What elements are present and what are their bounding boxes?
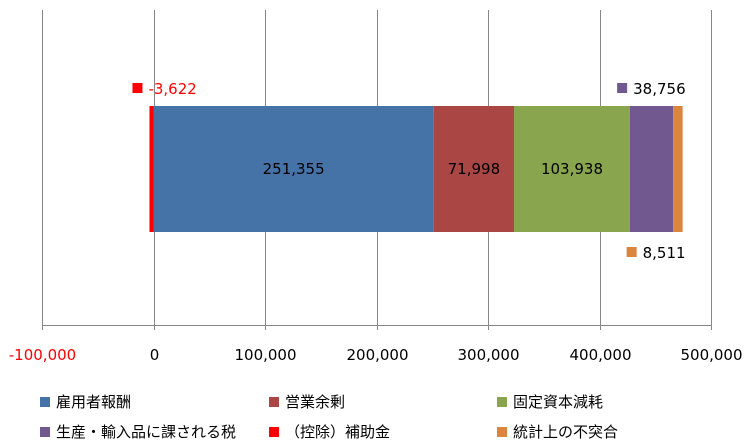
legend-item: （控除）補助金 — [269, 421, 390, 442]
legend-label: 固定資本減耗 — [513, 393, 604, 411]
x-tick-label: 400,000 — [569, 346, 631, 364]
legend-swatch — [497, 396, 507, 407]
bar-segment — [433, 106, 515, 232]
legend-item: 生産・輸入品に課される税 — [40, 421, 236, 442]
callout-swatch — [617, 83, 628, 93]
legend-item: 営業余剰 — [269, 391, 345, 412]
legend-swatch — [40, 396, 50, 407]
callout-swatch — [132, 83, 143, 93]
data-label: 71,998 — [448, 160, 501, 178]
x-axis: -100,000 0 100,000 200,000 300,000 400,000 500… — [9, 325, 743, 364]
legend-item: 統計上の不突合 — [497, 421, 618, 442]
data-labels: 251,355 71,998 103,938 38,756 -3,622 8,511 — [132, 80, 686, 262]
x-tick-label: 300,000 — [457, 346, 519, 364]
bar-segment — [153, 106, 434, 232]
legend-item: 固定資本減耗 — [497, 391, 603, 412]
x-tick-label: 100,000 — [234, 346, 296, 364]
bar-segment — [514, 106, 630, 232]
legend-label: 雇用者報酬 — [56, 393, 132, 411]
x-tick-label: 500,000 — [680, 346, 742, 364]
legend-label: （控除）補助金 — [285, 423, 391, 441]
data-label: 103,938 — [541, 160, 603, 178]
legend-swatch — [269, 426, 279, 437]
legend-swatch — [40, 426, 50, 437]
data-label: -3,622 — [148, 80, 196, 98]
legend-swatch — [497, 426, 507, 437]
x-tick-label: 0 — [150, 346, 160, 364]
legend-label: 統計上の不突合 — [513, 423, 619, 441]
legend-swatch — [269, 396, 279, 407]
x-tick-label: -100,000 — [9, 346, 76, 364]
legend-item: 雇用者報酬 — [40, 391, 131, 412]
bar-segment — [673, 106, 683, 232]
bar-segments — [149, 106, 683, 232]
bar-segment — [149, 106, 154, 232]
data-label: 38,756 — [633, 80, 686, 98]
callout-swatch — [626, 247, 637, 257]
legend-label: 生産・輸入品に課される税 — [56, 423, 237, 441]
x-tick-label: 200,000 — [346, 346, 408, 364]
data-label: 8,511 — [643, 244, 686, 262]
legend-label: 営業余剰 — [285, 393, 346, 411]
data-label: 251,355 — [263, 160, 325, 178]
bar-segment — [629, 106, 674, 232]
